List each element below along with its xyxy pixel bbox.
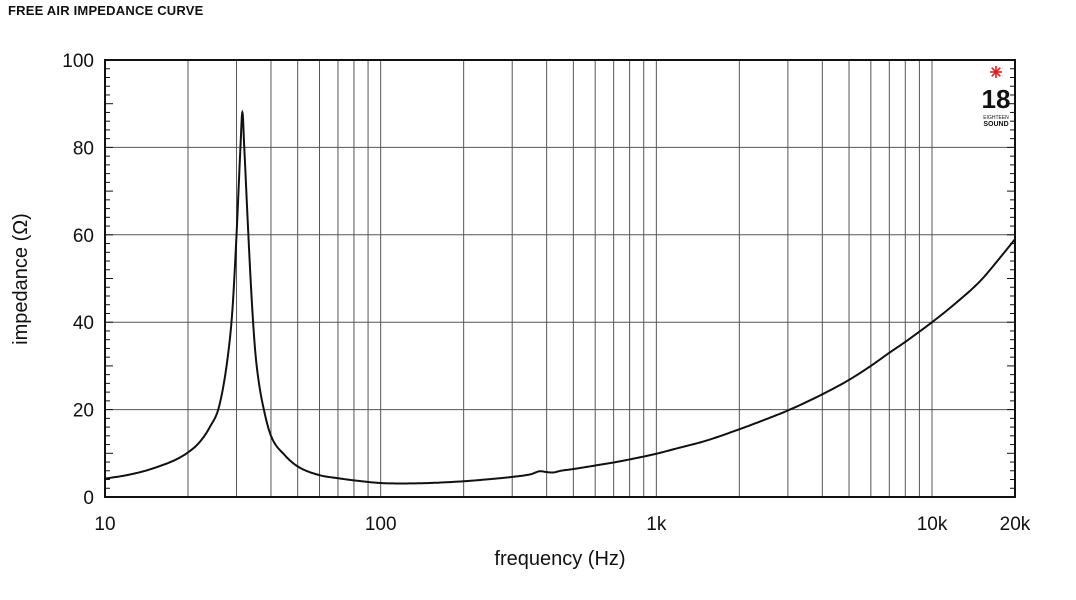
x-tick-label: 100 xyxy=(365,514,397,535)
plot-background xyxy=(105,60,1015,497)
y-tick-labels: 0 20 40 60 80 100 xyxy=(62,51,94,509)
x-axis-label: frequency (Hz) xyxy=(494,548,625,570)
y-axis-label: impedance (Ω) xyxy=(10,213,32,345)
x-tick-label: 1k xyxy=(646,514,667,535)
y-tick-label: 80 xyxy=(73,138,94,159)
star-icon xyxy=(990,66,1002,78)
x-tick-labels: 10 100 1k 10k 20k xyxy=(94,514,1030,535)
brand-logo: 18 EIGHTEEN SOUND xyxy=(982,66,1011,128)
y-tick-label: 20 xyxy=(73,401,94,422)
y-tick-label: 100 xyxy=(62,51,94,72)
plot-frame xyxy=(104,59,1016,498)
logo-number: 18 xyxy=(982,84,1011,114)
y-tick-label: 40 xyxy=(73,313,94,334)
logo-line2: SOUND xyxy=(983,121,1008,128)
x-tick-label: 10 xyxy=(94,514,115,535)
impedance-curve xyxy=(104,109,1016,485)
y-tick-label: 0 xyxy=(83,488,94,509)
page-title: FREE AIR IMPEDANCE CURVE xyxy=(8,3,204,18)
y-tick-label: 60 xyxy=(73,226,94,247)
x-tick-label: 10k xyxy=(917,514,948,535)
y-grid xyxy=(105,146,1015,411)
x-tick-label: 20k xyxy=(1000,514,1031,535)
logo-line1: EIGHTEEN xyxy=(983,115,1009,121)
x-grid xyxy=(187,60,933,497)
